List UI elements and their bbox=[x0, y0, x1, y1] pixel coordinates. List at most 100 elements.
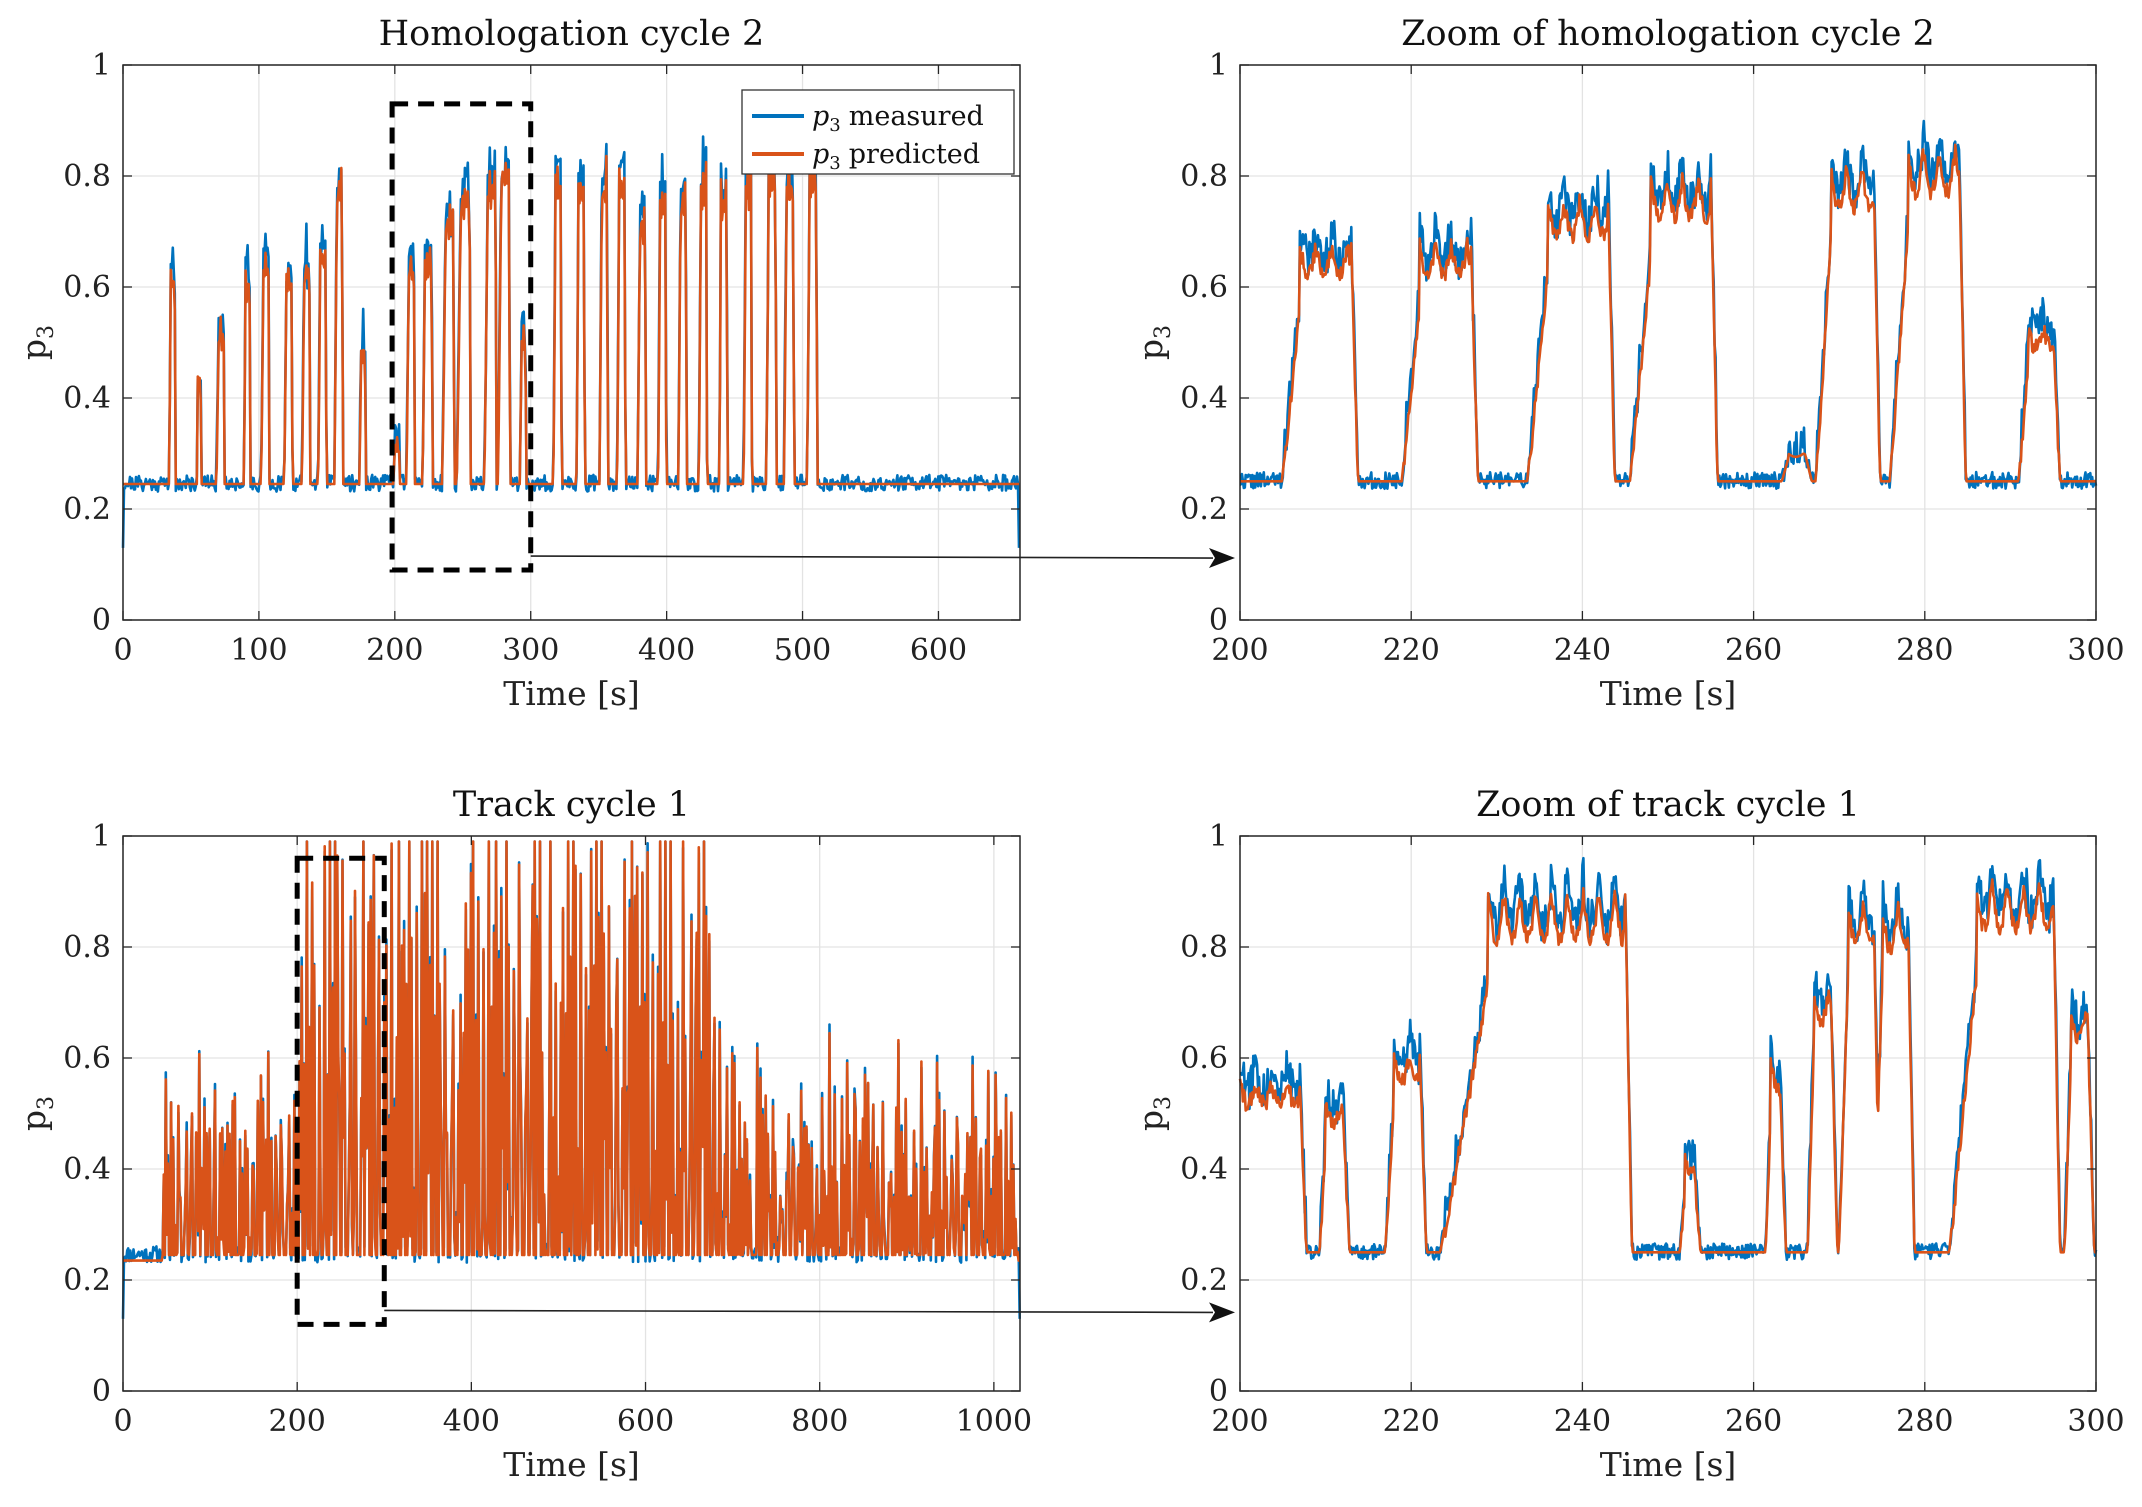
y-axis-label: p3 bbox=[1131, 325, 1176, 360]
x-tick-label: 500 bbox=[774, 633, 831, 668]
zoom-connector-line bbox=[384, 1309, 1214, 1314]
x-tick-label: 600 bbox=[617, 1404, 674, 1439]
x-tick-label: 200 bbox=[1211, 633, 1268, 668]
axes-box bbox=[1239, 835, 2097, 1392]
legend-symbol: p bbox=[812, 101, 829, 132]
legend-text: predicted bbox=[849, 139, 980, 170]
y-axis-label-symbol: p bbox=[14, 1110, 53, 1131]
series-measured bbox=[121, 135, 1021, 548]
y-axis-label-subscript: 3 bbox=[1151, 1096, 1176, 1110]
y-tick-label: 0.6 bbox=[1180, 270, 1228, 305]
zoom-connector-arrowhead bbox=[1209, 1302, 1235, 1323]
legend-box bbox=[741, 89, 1015, 175]
x-tick-label: 300 bbox=[502, 633, 559, 668]
y-tick-label: 1 bbox=[92, 819, 111, 854]
y-tick-label: 0.6 bbox=[63, 270, 111, 305]
plot-area bbox=[1240, 65, 2096, 620]
x-tick-label: 280 bbox=[1896, 1404, 1953, 1439]
x-tick-label: 600 bbox=[910, 633, 967, 668]
y-axis-label-subscript: 3 bbox=[1151, 325, 1176, 339]
x-tick-label: 800 bbox=[791, 1404, 848, 1439]
series-predicted bbox=[1239, 143, 2097, 483]
x-tick-label: 300 bbox=[2067, 633, 2124, 668]
y-axis-label-symbol: p bbox=[1131, 1110, 1170, 1131]
x-tick-label: 200 bbox=[366, 633, 423, 668]
legend-label-predicted: p3 predicted bbox=[812, 139, 980, 174]
y-axis-label-subscript: 3 bbox=[34, 1096, 59, 1110]
panel-homologation-zoom: 200 220 240 260 280 300 0 0.2 0.4 0.6 0.8 1 Zoom of … bbox=[1131, 14, 2125, 713]
y-tick-label: 0.4 bbox=[1180, 1152, 1228, 1187]
y-axis-label-symbol: p bbox=[1131, 339, 1170, 360]
series-predicted bbox=[122, 154, 1020, 486]
x-axis-label: Time [s] bbox=[1600, 674, 1737, 713]
x-tick-label: 200 bbox=[269, 1404, 326, 1439]
x-tick-label: 220 bbox=[1383, 1404, 1440, 1439]
legend-text: measured bbox=[849, 101, 984, 132]
x-tick-label: 240 bbox=[1554, 1404, 1611, 1439]
chart-title: Homologation cycle 2 bbox=[379, 14, 765, 54]
x-tick-label: 300 bbox=[2067, 1404, 2124, 1439]
y-tick-label: 0.8 bbox=[1180, 930, 1228, 965]
x-axis-label: Time [s] bbox=[503, 1445, 640, 1484]
legend-label-measured: p3 measured bbox=[812, 101, 984, 136]
chart-title: Zoom of homologation cycle 2 bbox=[1401, 14, 1935, 54]
y-tick-label: 0.4 bbox=[63, 381, 111, 416]
y-tick-label: 0 bbox=[92, 603, 111, 638]
y-tick-label: 1 bbox=[1209, 819, 1228, 854]
zoom-window-track bbox=[294, 855, 387, 1327]
x-tick-label: 220 bbox=[1383, 633, 1440, 668]
chart-title: Track cycle 1 bbox=[453, 785, 690, 825]
y-axis-label: p3 bbox=[1131, 1096, 1176, 1131]
x-tick-label: 1000 bbox=[956, 1404, 1032, 1439]
y-tick-label: 1 bbox=[1209, 48, 1228, 83]
y-tick-label: 0.6 bbox=[1180, 1041, 1228, 1076]
plot-area bbox=[1240, 836, 2096, 1391]
x-tick-label: 260 bbox=[1725, 633, 1782, 668]
legend-symbol-subscript: 3 bbox=[829, 153, 840, 174]
y-tick-label: 0 bbox=[1209, 603, 1228, 638]
y-axis-label-symbol: p bbox=[14, 339, 53, 360]
y-tick-label: 0.4 bbox=[63, 1152, 111, 1187]
y-tick-label: 0.2 bbox=[63, 492, 111, 527]
axes-box bbox=[122, 835, 1021, 1392]
x-tick-label: 200 bbox=[1211, 1404, 1268, 1439]
chart-title: Zoom of track cycle 1 bbox=[1476, 785, 1860, 825]
y-tick-label: 0.6 bbox=[63, 1041, 111, 1076]
y-tick-label: 0.8 bbox=[1180, 159, 1228, 194]
x-axis-label: Time [s] bbox=[503, 674, 640, 713]
y-tick-label: 0.8 bbox=[63, 930, 111, 965]
legend-symbol-subscript: 3 bbox=[829, 115, 840, 136]
y-tick-label: 0 bbox=[1209, 1374, 1228, 1409]
zoom-connector-line bbox=[530, 555, 1214, 559]
y-tick-label: 0.2 bbox=[1180, 492, 1228, 527]
x-axis-label: Time [s] bbox=[1600, 1445, 1737, 1484]
series-predicted bbox=[1238, 878, 2097, 1254]
y-tick-label: 1 bbox=[92, 48, 111, 83]
y-tick-label: 0.2 bbox=[1180, 1263, 1228, 1298]
x-tick-label: 400 bbox=[638, 633, 695, 668]
y-tick-label: 0.2 bbox=[63, 1263, 111, 1298]
y-axis-label: p3 bbox=[14, 1096, 59, 1131]
x-tick-label: 0 bbox=[113, 1404, 132, 1439]
x-tick-label: 240 bbox=[1554, 633, 1611, 668]
series-predicted bbox=[122, 840, 1020, 1262]
x-tick-label: 100 bbox=[230, 633, 287, 668]
x-tick-label: 0 bbox=[113, 633, 132, 668]
x-tick-label: 280 bbox=[1896, 633, 1953, 668]
y-axis-label: p3 bbox=[14, 325, 59, 360]
zoom-window-homologation bbox=[389, 101, 534, 573]
panel-track-zoom: 200 220 240 260 280 300 0 0.2 0.4 0.6 0.8 1 Zoom of … bbox=[1131, 785, 2125, 1484]
legend: p3 measured p3 predicted bbox=[741, 89, 1015, 175]
y-tick-label: 0.4 bbox=[1180, 381, 1228, 416]
axes-box bbox=[122, 64, 1021, 621]
legend-symbol: p bbox=[812, 139, 829, 170]
x-tick-label: 400 bbox=[443, 1404, 500, 1439]
y-tick-label: 0 bbox=[92, 1374, 111, 1409]
x-tick-label: 260 bbox=[1725, 1404, 1782, 1439]
y-tick-label: 0.8 bbox=[63, 159, 111, 194]
panel-track: 0 200 400 600 800 1000 0 0.2 0.4 0.6 0.8 1 Track cyc… bbox=[14, 785, 1032, 1484]
axes-box bbox=[1239, 64, 2097, 621]
zoom-connector-arrowhead bbox=[1209, 548, 1235, 569]
